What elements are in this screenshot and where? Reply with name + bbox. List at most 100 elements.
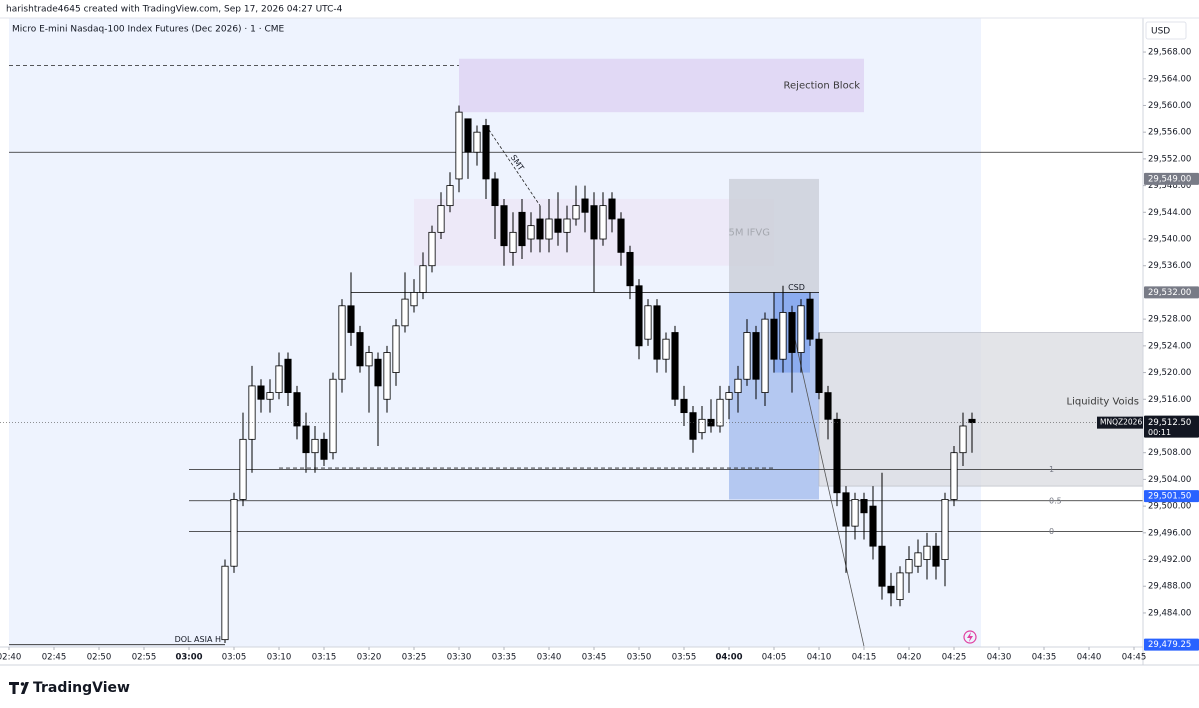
x-tick-label: 02:40 (0, 653, 21, 663)
x-tick-label: 03:10 (267, 653, 292, 663)
candle-body (473, 131, 481, 153)
y-tick-label: 29,484.00 (1148, 608, 1191, 618)
y-tick-label: 29,560.00 (1148, 101, 1191, 111)
candle-body (725, 392, 733, 400)
alert-bolt (967, 632, 973, 642)
candle-body (716, 398, 724, 427)
candle-body (446, 185, 454, 207)
price-badge (1144, 490, 1199, 503)
candle-body (464, 118, 472, 153)
currency: USD (1151, 27, 1170, 37)
symbol-badge (1097, 416, 1143, 429)
candle-body (572, 205, 580, 220)
candle-body (428, 231, 436, 267)
candle-body (590, 205, 598, 240)
price-badge-label: 29,479.25 (1148, 640, 1191, 650)
candle-body (437, 205, 445, 233)
candle-body (743, 332, 751, 380)
candle-body (653, 305, 661, 360)
candle-body (680, 398, 688, 414)
x-tick-label: 03:45 (582, 653, 607, 663)
price-badge-label: 29,501.50 (1148, 492, 1191, 502)
candle-body (914, 552, 922, 567)
x-tick-label: 03:15 (312, 653, 337, 663)
x-tick-label: 03:50 (627, 653, 652, 663)
candle-body (554, 218, 562, 233)
candle-body (500, 205, 508, 247)
candle-body (401, 298, 409, 327)
candle-body (491, 178, 499, 207)
candle-body (338, 305, 346, 380)
price-badge-label: 29,512.50 (1148, 418, 1191, 428)
y-tick-label: 29,524.00 (1148, 341, 1191, 351)
y-tick-label: 29,500.00 (1148, 502, 1191, 512)
candle-body (878, 545, 886, 587)
candle-body (752, 332, 760, 380)
x-tick-label: 04:15 (852, 653, 877, 663)
x-tick-label: 03:40 (537, 653, 562, 663)
candle-body (851, 499, 859, 527)
candle-body (329, 378, 337, 454)
x-tick-label: 02:50 (87, 653, 112, 663)
candle-body (374, 358, 382, 387)
y-tick-label: 29,488.00 (1148, 582, 1191, 592)
candle-body (617, 218, 625, 253)
drawing-line (791, 325, 865, 647)
y-tick-label: 29,536.00 (1148, 261, 1191, 271)
brand: TradingView (33, 680, 130, 696)
y-tick-label: 29,496.00 (1148, 528, 1191, 538)
candle-body (608, 198, 616, 220)
candle-body (671, 332, 679, 400)
candle-body (968, 418, 976, 424)
candle-body (419, 265, 427, 293)
x-tick-label: 04:25 (942, 653, 967, 663)
level-label: DOL ASIA H (175, 635, 221, 644)
price-badge-label: 29,532.00 (1148, 288, 1191, 298)
level-label: 1 (1049, 465, 1054, 474)
candle-body (662, 338, 670, 360)
price-badge (1144, 415, 1199, 438)
candle-body (365, 352, 373, 367)
x-tick-label: 02:45 (42, 653, 67, 663)
x-tick-label: 03:55 (672, 653, 697, 663)
y-tick-label: 29,516.00 (1148, 395, 1191, 405)
candle-body (356, 332, 364, 367)
candle-body (815, 338, 823, 393)
candle-body (563, 218, 571, 233)
candle-body (509, 231, 517, 253)
x-tick-label: 03:25 (402, 653, 427, 663)
candle-body (230, 499, 238, 567)
candle-body (833, 418, 841, 494)
alert-icon[interactable] (963, 630, 977, 644)
y-tick-label: 29,520.00 (1148, 368, 1191, 378)
plot-area: Rejection Block5M IFVGLiquidity Voids10.… (0, 18, 1143, 647)
drawing-label: CSD (788, 283, 805, 292)
candle-body (734, 378, 742, 393)
candle-body (545, 218, 553, 240)
price-badge (1144, 286, 1199, 299)
candle-body (806, 298, 814, 340)
candle-body (221, 565, 229, 641)
x-tick-label: 03:30 (447, 653, 472, 663)
x-tick-label: 03:35 (492, 653, 517, 663)
y-tick-label: 29,556.00 (1148, 128, 1191, 138)
candle-body (410, 292, 418, 307)
candle-body (824, 392, 832, 420)
x-tick-label: 03:20 (357, 653, 382, 663)
candle-body (959, 425, 967, 454)
candle-body (689, 412, 697, 440)
x-tick-label: 04:30 (987, 653, 1012, 663)
candle-body (383, 352, 391, 400)
zone (459, 58, 864, 113)
x-tick-label: 04:00 (715, 653, 742, 663)
brand-logo (9, 682, 29, 694)
candle-body (347, 305, 355, 333)
candle-body (311, 438, 319, 454)
candle-body (536, 218, 544, 240)
candle-body (239, 438, 247, 500)
candle-body (302, 425, 310, 454)
x-tick-label: 03:05 (222, 653, 247, 663)
candle-body (698, 418, 706, 434)
